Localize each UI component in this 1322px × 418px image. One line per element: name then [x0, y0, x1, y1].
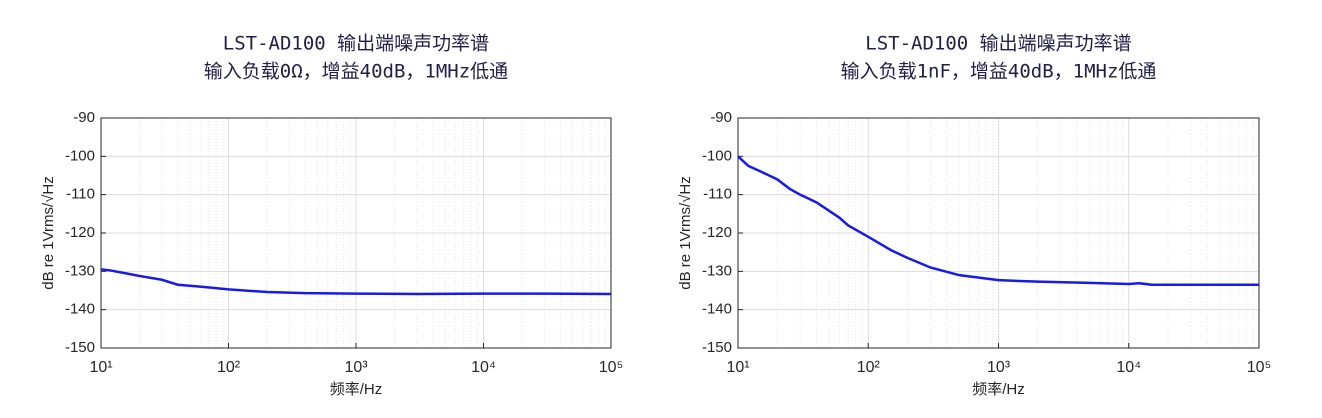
y-tick-label: -100: [65, 147, 95, 164]
y-tick-label: -150: [702, 339, 732, 356]
y-axis-label: dB re 1Vrms/√Hz: [677, 176, 694, 290]
y-tick-label: -90: [710, 109, 732, 126]
chart-subtitle: 输入负载0Ω，增益40dB，1MHz低通: [204, 61, 508, 83]
y-tick-label: -150: [65, 339, 95, 356]
y-tick-label: -130: [702, 262, 732, 279]
y-tick-label: -90: [73, 109, 95, 126]
chart-title: LST-AD100 输出端噪声功率谱: [223, 33, 489, 55]
series-line: [737, 155, 1259, 286]
x-tick-label: 10⁵: [1247, 359, 1271, 376]
x-tick-label: 10²: [217, 359, 241, 376]
x-tick-label: 10¹: [89, 359, 112, 376]
y-tick-label: -120: [702, 224, 732, 241]
y-tick-label: -110: [66, 186, 95, 203]
y-tick-label: -140: [702, 301, 732, 318]
x-tick-label: 10³: [987, 359, 1011, 376]
x-tick-label: 10²: [857, 359, 881, 376]
x-tick-label: 10⁴: [1116, 359, 1141, 376]
x-tick-label: 10⁵: [599, 359, 623, 376]
y-tick-label: -100: [702, 147, 732, 164]
y-axis-label: dB re 1Vrms/√Hz: [40, 176, 57, 290]
x-axis-label: 频率/Hz: [972, 381, 1025, 398]
y-tick-label: -130: [65, 262, 95, 279]
axes-box: [737, 117, 1260, 349]
x-axis-label: 频率/Hz: [330, 381, 383, 398]
x-tick-label: 10⁴: [471, 359, 496, 376]
y-tick-label: -140: [65, 301, 95, 318]
x-tick-label: 10³: [344, 359, 368, 376]
y-tick-label: -110: [703, 186, 732, 203]
axes-box: [100, 117, 612, 349]
x-tick-label: 10¹: [726, 359, 749, 376]
y-tick-label: -120: [65, 224, 95, 241]
chart-title: LST-AD100 输出端噪声功率谱: [865, 33, 1131, 55]
series-line: [100, 268, 612, 296]
chart-subtitle: 输入负载1nF，增益40dB，1MHz低通: [841, 61, 1157, 83]
